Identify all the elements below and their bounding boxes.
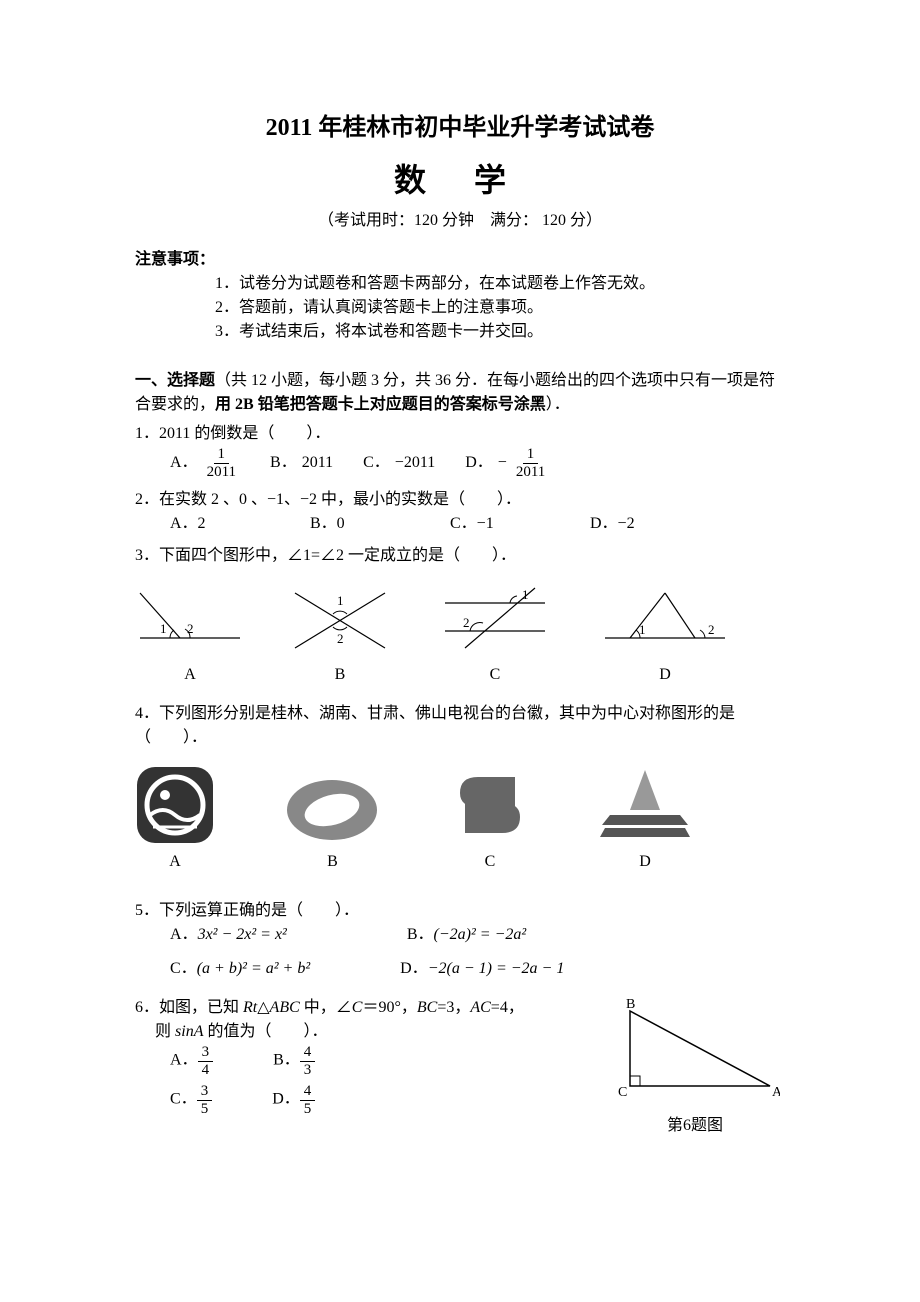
question-6: 6．如图，已知 Rt△ABC 中，∠C＝90°，BC=3，AC=4， 则 sin… (135, 996, 785, 1138)
svg-text:1: 1 (160, 621, 167, 636)
q5-option-b: B．(−2a)² = −2a² (407, 923, 526, 947)
svg-text:1: 1 (639, 622, 646, 637)
q4-logo-d: D (600, 765, 690, 874)
q4-text: 4．下列图形分别是桂林、湖南、甘肃、佛山电视台的台徽，其中为中心对称图形的是（ … (135, 702, 785, 750)
angle-diagram-a-icon: 1 2 (135, 583, 245, 658)
question-5: 5．下列运算正确的是（ ）． A．3x² − 2x² = x² B．(−2a)²… (135, 899, 785, 981)
section-intro: 一、选择题（共 12 小题，每小题 3 分，共 36 分．在每小题给出的四个选项… (135, 369, 785, 417)
notice-item: 2．答题前，请认真阅读答题卡上的注意事项。 (215, 296, 785, 320)
q5-text: 5．下列运算正确的是（ ）． (135, 899, 785, 923)
q2-option-b: B．0 (310, 512, 420, 536)
subject-title: 数 学 (135, 156, 785, 204)
svg-text:2: 2 (463, 615, 470, 630)
q6-option-b: B．43 (273, 1044, 315, 1078)
tv-logo-d-icon (600, 765, 690, 845)
q3-text: 3．下面四个图形中，∠1=∠2 一定成立的是（ ）． (135, 544, 785, 568)
section-intro-end: ）． (546, 396, 570, 413)
q2-option-a: A．2 (170, 512, 280, 536)
svg-text:A: A (772, 1085, 780, 1100)
q1-option-c: C．−2011 (363, 451, 435, 475)
q6-option-a: A．34 (170, 1044, 213, 1078)
question-4: 4．下列图形分别是桂林、湖南、甘肃、佛山电视台的台徽，其中为中心对称图形的是（ … (135, 702, 785, 874)
q6-text2: 则 sinA 的值为（ ）． (155, 1020, 575, 1044)
question-1: 1．2011 的倒数是（ ）． A． 12011 B．2011 C．−2011 … (135, 422, 785, 480)
q4-logo-c: C (450, 765, 530, 874)
q6-option-c: C．35 (170, 1083, 212, 1117)
tv-logo-c-icon (450, 765, 530, 845)
q1-option-d: D．− 12011 (465, 446, 549, 480)
q1-option-b: B．2011 (270, 451, 333, 475)
q3-figure-d: 1 2 D (595, 583, 735, 687)
q3-figure-b: 1 2 B (285, 583, 395, 687)
q6-figure: B C A 第6题图 (605, 996, 785, 1138)
question-3: 3．下面四个图形中，∠1=∠2 一定成立的是（ ）． 1 2 A 1 2 (135, 544, 785, 687)
q3-figure-c: 1 2 C (435, 583, 555, 687)
notice-list: 1．试卷分为试题卷和答题卡两部分，在本试题卷上作答无效。 2．答题前，请认真阅读… (215, 272, 785, 344)
q5-option-a: A．3x² − 2x² = x² (170, 923, 287, 947)
q6-text1: 6．如图，已知 Rt△ABC 中，∠C＝90°，BC=3，AC=4， (135, 996, 575, 1020)
q5-option-d: D．−2(a − 1) = −2a − 1 (400, 957, 564, 981)
q2-option-d: D．−2 (590, 512, 700, 536)
q3-figure-a: 1 2 A (135, 583, 245, 687)
right-triangle-icon: B C A (610, 996, 780, 1106)
svg-text:C: C (618, 1085, 627, 1100)
q2-text: 2．在实数 2 、0 、−1、−2 中，最小的实数是（ ）． (135, 488, 785, 512)
notice-title: 注意事项： (135, 248, 785, 272)
section-intro-start: 一、选择题 (135, 372, 215, 389)
svg-text:1: 1 (522, 587, 529, 602)
svg-text:B: B (626, 997, 635, 1012)
tv-logo-b-icon (285, 775, 380, 845)
svg-text:2: 2 (337, 631, 344, 646)
angle-diagram-d-icon: 1 2 (595, 583, 735, 658)
q1-option-a: A． 12011 (170, 446, 240, 480)
q1-text: 1．2011 的倒数是（ ）． (135, 422, 785, 446)
angle-diagram-b-icon: 1 2 (285, 583, 395, 658)
q4-logo-b: B (285, 775, 380, 874)
q5-option-c: C．(a + b)² = a² + b² (170, 957, 310, 981)
q2-option-c: C．−1 (450, 512, 560, 536)
exam-info: （考试用时：120 分钟 满分： 120 分） (135, 209, 785, 233)
svg-text:2: 2 (708, 622, 715, 637)
q6-figure-label: 第6题图 (605, 1114, 785, 1138)
svg-text:1: 1 (337, 593, 344, 608)
angle-diagram-c-icon: 1 2 (435, 583, 555, 658)
q4-logo-a: A (135, 765, 215, 874)
tv-logo-a-icon (135, 765, 215, 845)
notice-item: 3．考试结束后，将本试卷和答题卡一并交回。 (215, 320, 785, 344)
q6-option-d: D．45 (272, 1083, 315, 1117)
section-intro-bold: 用 2B 铅笔把答题卡上对应题目的答案标号涂黑 (215, 396, 546, 413)
question-2: 2．在实数 2 、0 、−1、−2 中，最小的实数是（ ）． A．2 B．0 C… (135, 488, 785, 536)
main-title: 2011 年桂林市初中毕业升学考试试卷 (135, 110, 785, 146)
notice-item: 1．试卷分为试题卷和答题卡两部分，在本试题卷上作答无效。 (215, 272, 785, 296)
svg-text:2: 2 (187, 621, 194, 636)
